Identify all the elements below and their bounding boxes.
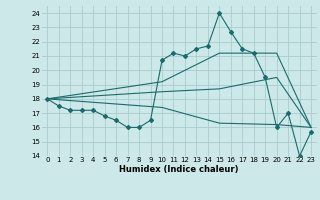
X-axis label: Humidex (Indice chaleur): Humidex (Indice chaleur) — [119, 165, 239, 174]
